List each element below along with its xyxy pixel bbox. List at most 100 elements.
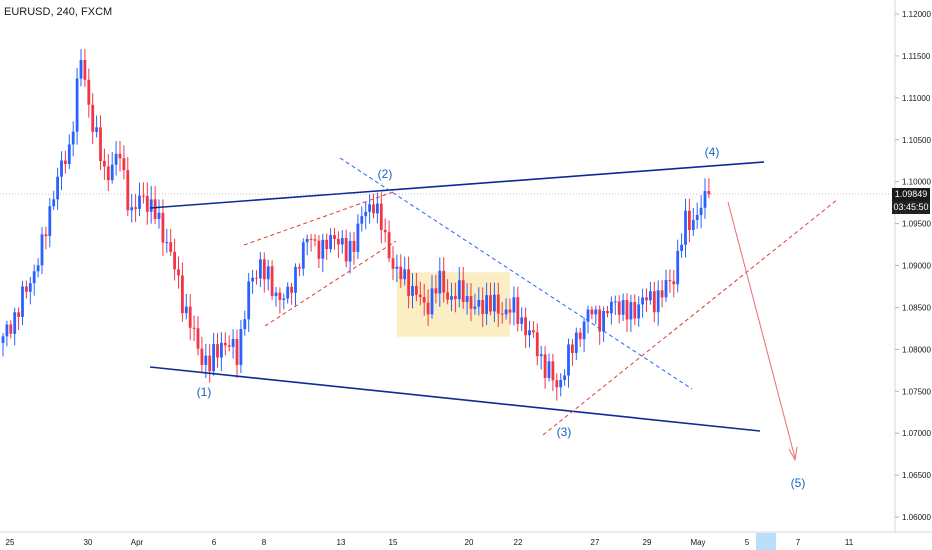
candle-body bbox=[652, 291, 656, 313]
candle-body bbox=[418, 294, 422, 298]
candle-body bbox=[44, 234, 48, 237]
candle-body bbox=[372, 204, 375, 214]
candle-body bbox=[481, 300, 485, 314]
candle-body bbox=[457, 280, 461, 300]
dashed-channel-lower[interactable] bbox=[264, 240, 397, 327]
projection-arrowhead bbox=[788, 446, 798, 462]
bar-countdown-tag: 03:45:50 bbox=[892, 201, 930, 214]
candle-body bbox=[79, 59, 83, 79]
candle-body bbox=[617, 301, 621, 315]
candle-body bbox=[184, 306, 188, 314]
candle-body bbox=[590, 309, 594, 315]
candle-body bbox=[227, 345, 231, 347]
candle-body bbox=[547, 361, 551, 378]
channel-lower-line[interactable] bbox=[149, 366, 761, 432]
candle-body bbox=[368, 204, 371, 212]
candle-body bbox=[555, 380, 559, 388]
projection-arrow[interactable] bbox=[727, 201, 796, 459]
price-tick-label: 1.07000 bbox=[902, 429, 931, 438]
dashed-channel-upper[interactable] bbox=[243, 191, 394, 246]
price-tick-label: 1.06000 bbox=[902, 513, 931, 522]
time-tick-label: 20 bbox=[465, 538, 474, 547]
drawing-lines[interactable] bbox=[0, 157, 895, 462]
candle-body bbox=[220, 342, 223, 358]
candle-body bbox=[379, 203, 383, 230]
candle-body bbox=[122, 158, 126, 171]
candle-body bbox=[442, 270, 446, 293]
candle-body bbox=[672, 281, 676, 285]
channel-upper-line[interactable] bbox=[149, 161, 765, 209]
candle-body bbox=[356, 223, 360, 252]
time-tick-label: Apr bbox=[131, 538, 144, 547]
candle-body bbox=[181, 275, 184, 314]
symbol-title: EURUSD, 240, FXCM bbox=[4, 6, 113, 18]
candle-body bbox=[235, 338, 239, 366]
candle-body bbox=[165, 242, 169, 244]
candle-body bbox=[212, 344, 215, 372]
candle-body bbox=[477, 300, 481, 307]
price-axis[interactable]: 1.12000 1.11500 1.11000 1.10500 1.10000 1.095… bbox=[894, 0, 931, 532]
candle-body bbox=[56, 176, 59, 200]
candle-body bbox=[298, 266, 301, 269]
price-tick-label: 1.06500 bbox=[902, 471, 931, 480]
candle-body bbox=[1, 336, 5, 344]
candle-body bbox=[99, 127, 102, 161]
candle-body bbox=[305, 238, 309, 243]
time-axis-highlight bbox=[756, 533, 776, 550]
candle-body bbox=[411, 285, 414, 296]
candle-body bbox=[524, 317, 527, 336]
candle-body bbox=[138, 195, 141, 209]
candle-body bbox=[691, 220, 695, 231]
candle-body bbox=[450, 296, 453, 300]
candle-body bbox=[578, 332, 582, 340]
candle-body bbox=[333, 235, 336, 240]
candle-body bbox=[270, 266, 274, 296]
time-tick-label: 6 bbox=[212, 538, 217, 547]
candle-body bbox=[520, 317, 524, 324]
candle-body bbox=[434, 288, 438, 294]
candle-body bbox=[145, 195, 149, 212]
candle-body bbox=[255, 277, 258, 279]
candle-body bbox=[664, 280, 668, 298]
price-tick-label: 1.08500 bbox=[902, 303, 931, 312]
candle-body bbox=[83, 59, 87, 80]
candle-body bbox=[25, 286, 28, 292]
candle-body bbox=[282, 298, 286, 300]
time-axis[interactable]: 25 30 Apr 6 8 13 15 20 22 27 29 May 5 7 11 bbox=[0, 531, 932, 550]
candle-body bbox=[309, 238, 313, 240]
candle-body bbox=[539, 354, 543, 357]
dashed-trendline[interactable] bbox=[339, 157, 693, 390]
candle-body bbox=[118, 153, 122, 159]
candle-body bbox=[516, 297, 520, 324]
candle-body bbox=[493, 294, 496, 312]
candle-body bbox=[383, 229, 387, 233]
candle-body bbox=[586, 309, 590, 322]
candle-body bbox=[60, 160, 63, 177]
candle-body bbox=[329, 235, 332, 250]
candle-body bbox=[360, 216, 364, 224]
candle-body bbox=[395, 266, 399, 269]
candle-body bbox=[598, 309, 602, 332]
candle-body bbox=[485, 295, 488, 314]
candle-body bbox=[243, 319, 247, 330]
candle-body bbox=[621, 300, 625, 315]
candle-body bbox=[223, 342, 227, 346]
price-tick-label: 1.10500 bbox=[902, 136, 931, 145]
candle-body bbox=[500, 313, 504, 315]
candle-body bbox=[208, 355, 212, 372]
time-tick-label: 8 bbox=[262, 538, 267, 547]
candle-body bbox=[391, 258, 395, 269]
candle-body bbox=[32, 271, 36, 284]
candle-body bbox=[645, 297, 648, 301]
candle-body bbox=[5, 324, 9, 337]
candle-body bbox=[512, 297, 516, 313]
time-tick-label: 13 bbox=[337, 538, 346, 547]
candle-body bbox=[301, 242, 305, 269]
candle-body bbox=[290, 286, 293, 293]
candle-body bbox=[40, 234, 44, 266]
price-tick-label: 1.07500 bbox=[902, 387, 931, 396]
candle-body bbox=[496, 294, 500, 314]
candle-body bbox=[637, 304, 641, 319]
